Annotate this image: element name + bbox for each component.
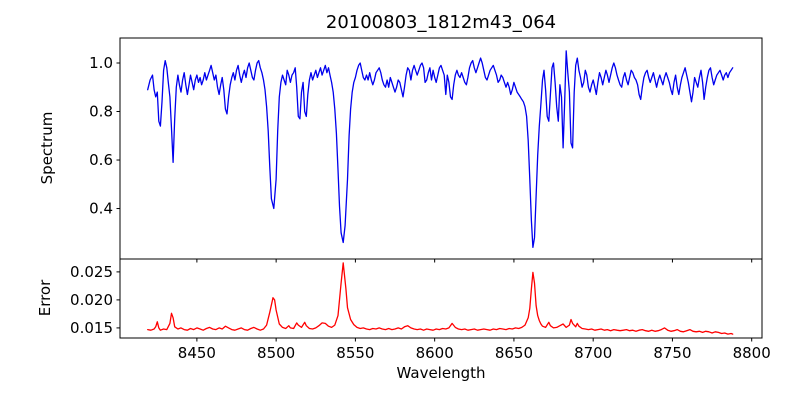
- axes-layer: 0.4 0.6 0.8 1.0 0.015 0.020 0.025 8450 8500 8550 8…: [70, 37, 771, 362]
- error-line: [147, 262, 734, 335]
- spectrum-y-tick-label: 0.4: [89, 200, 113, 218]
- spectrum-y-tick-label: 1.0: [89, 54, 113, 72]
- x-tick-label: 8700: [574, 344, 612, 362]
- error-axes-frame: [119, 258, 763, 339]
- spectrum-axes-frame: [119, 37, 763, 260]
- error-y-tick-label: 0.020: [70, 291, 113, 309]
- x-tick-label: 8450: [178, 344, 216, 362]
- x-tick-label: 8600: [416, 344, 454, 362]
- x-tick-label: 8500: [257, 344, 295, 362]
- x-axis-label: Wavelength: [397, 364, 486, 382]
- spectrum-line: [147, 50, 734, 249]
- plot-title: 20100803_1812m43_064: [326, 12, 556, 33]
- x-tick-label: 8550: [336, 344, 374, 362]
- spectrum-y-tick-label: 0.8: [89, 103, 113, 121]
- x-tick-label: 8800: [733, 344, 771, 362]
- error-y-axis-label: Error: [36, 279, 54, 316]
- x-tick-label: 8750: [653, 344, 691, 362]
- spectrum-y-tick-label: 0.6: [89, 151, 113, 169]
- error-y-tick-label: 0.015: [70, 319, 113, 337]
- spectrum-y-axis-label: Spectrum: [38, 112, 56, 185]
- error-y-tick-label: 0.025: [70, 263, 113, 281]
- x-tick-label: 8650: [495, 344, 533, 362]
